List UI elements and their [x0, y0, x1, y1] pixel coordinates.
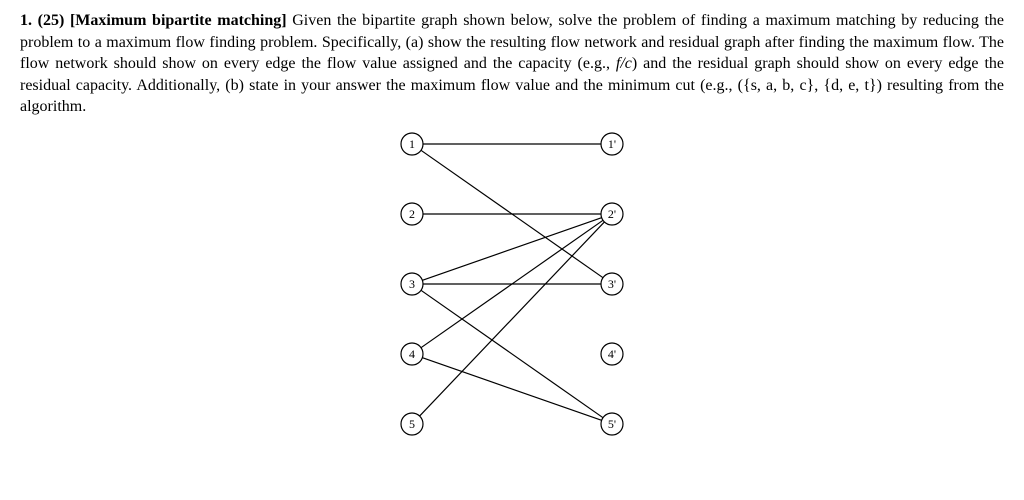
bipartite-graph-svg: 1 2 3 4 5 1' 2' 3' 4' 5': [302, 122, 722, 472]
problem-points: (25): [38, 12, 65, 29]
graph-edge: [422, 218, 601, 281]
left-node-label-2: 2: [409, 207, 415, 221]
left-node-label-3: 3: [409, 277, 415, 291]
right-node-label-5': 5': [608, 417, 616, 431]
graph-edge: [420, 222, 605, 416]
right-node-label-2': 2': [608, 207, 616, 221]
left-node-label-1: 1: [409, 137, 415, 151]
left-node-label-5: 5: [409, 417, 415, 431]
bipartite-graph: 1 2 3 4 5 1' 2' 3' 4' 5': [20, 122, 1004, 472]
right-node-label-4': 4': [608, 347, 616, 361]
problem-statement: 1. (25) [Maximum bipartite matching] Giv…: [20, 10, 1004, 118]
graph-edge: [421, 290, 603, 417]
left-node-label-4: 4: [409, 347, 415, 361]
problem-number: 1.: [20, 12, 32, 29]
right-node-label-1': 1': [608, 137, 616, 151]
problem-title: [Maximum bipartite matching]: [70, 12, 287, 29]
right-node-label-3': 3': [608, 277, 616, 291]
graph-edge: [422, 358, 601, 421]
problem-body-fc: f/c: [616, 55, 632, 72]
